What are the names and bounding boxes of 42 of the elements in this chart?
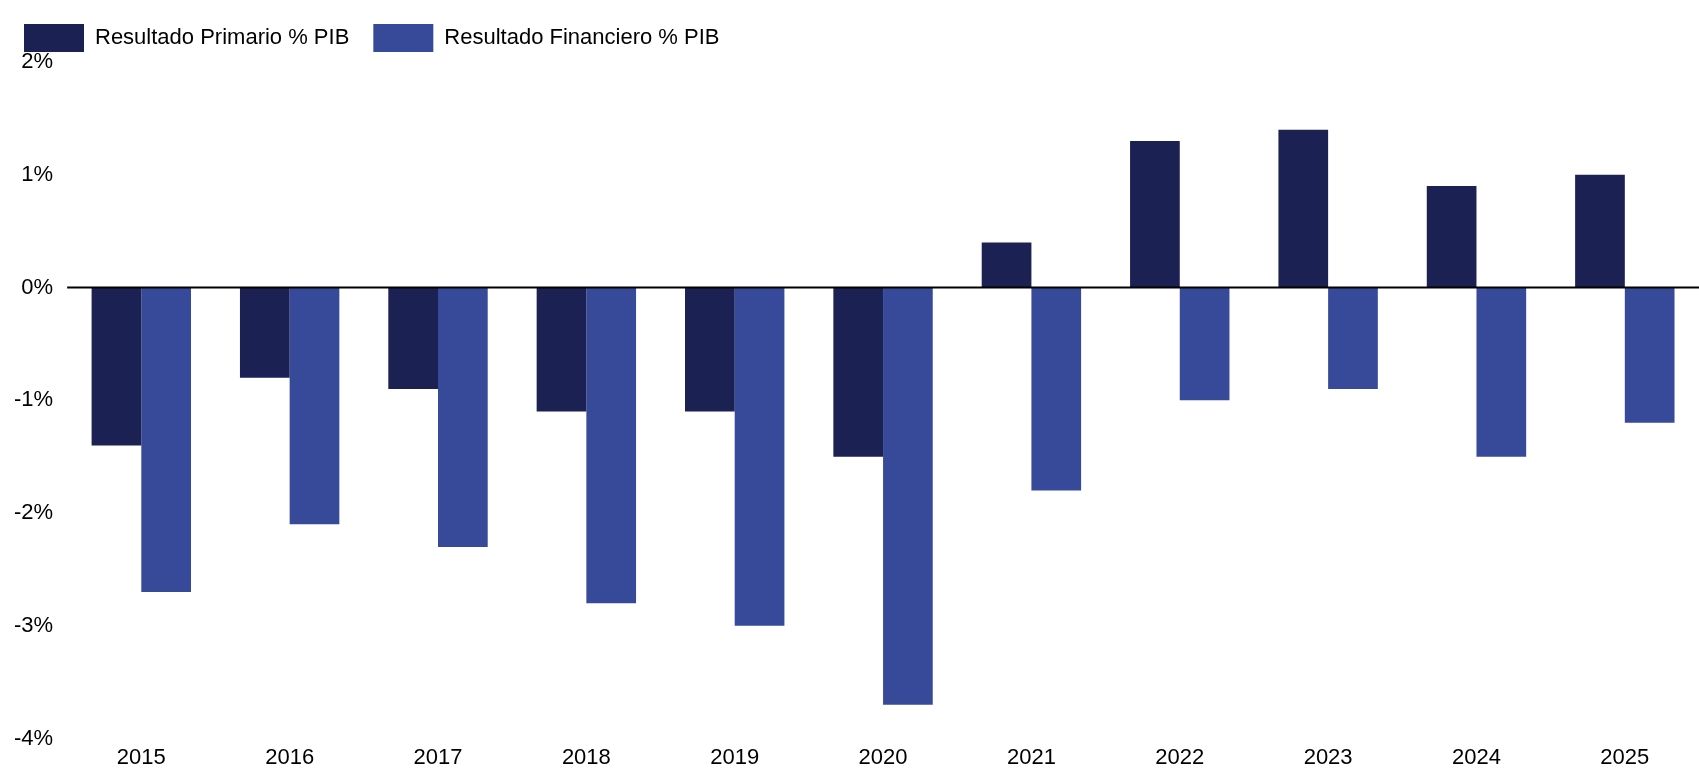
bar [734,287,785,626]
y-tick-label: -4% [14,724,54,750]
bar [1426,186,1477,288]
x-tick-label: 2015 [116,743,166,769]
x-tick-label: 2017 [413,743,463,769]
legend-label: Resultado Financiero % PIB [444,24,720,50]
y-tick-label: 0% [21,273,54,299]
bar [1031,287,1082,491]
x-tick-label: 2025 [1600,743,1650,769]
bar [91,287,142,446]
bar [289,287,340,525]
bar [1476,287,1527,457]
x-tick-label: 2023 [1303,743,1353,769]
bar [239,287,290,378]
x-tick-label: 2019 [710,743,760,769]
bar [1575,174,1625,288]
y-tick-label: -3% [14,611,54,637]
x-tick-label: 2018 [561,743,611,769]
bar [833,287,884,457]
bar [883,287,933,705]
x-tick-label: 2020 [858,743,908,769]
y-tick-label: -1% [14,386,54,412]
bar [586,287,637,604]
bar [1624,287,1675,423]
bar [1130,140,1180,288]
bar [1278,129,1329,288]
x-tick-label: 2022 [1155,743,1205,769]
bar [1328,287,1378,390]
bar [685,287,735,412]
bar [438,287,488,547]
y-tick-label: -2% [14,499,54,525]
legend-label: Resultado Primario % PIB [95,24,350,50]
x-tick-label: 2021 [1006,743,1056,769]
bar [536,287,587,412]
x-tick-label: 2016 [265,743,315,769]
bar [388,287,438,390]
y-tick-label: 2% [21,48,54,74]
bar [141,287,191,592]
bar [981,242,1032,288]
bar [1179,287,1230,401]
x-tick-label: 2024 [1451,743,1501,769]
y-tick-label: 1% [21,160,54,186]
